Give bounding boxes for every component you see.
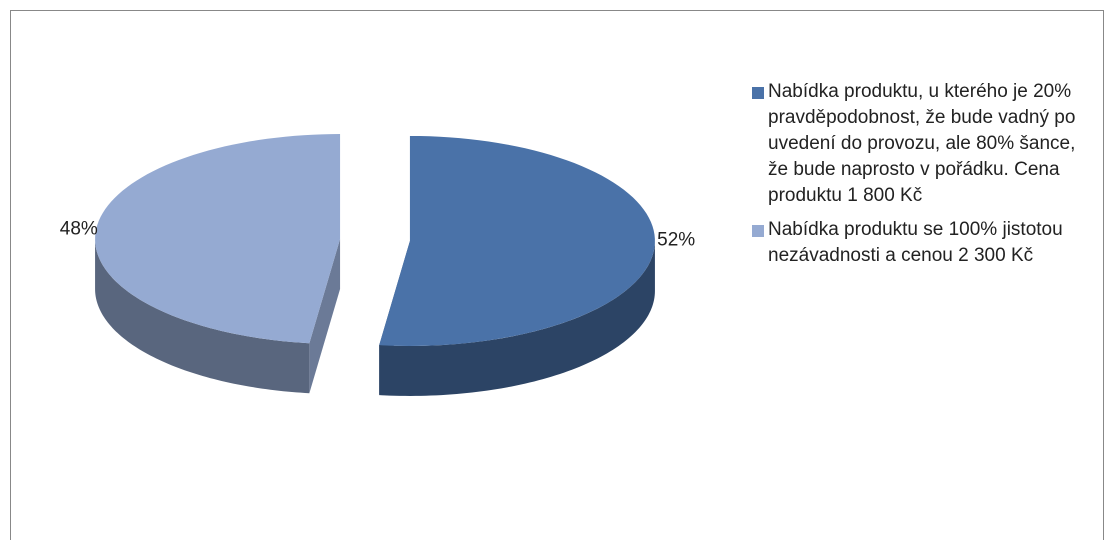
- chart-frame: [10, 10, 1104, 540]
- slice-side: [95, 239, 310, 394]
- slice-cut-face: [309, 239, 341, 394]
- legend-item: Nabídka produktu, u kterého je 20% pravd…: [752, 79, 1097, 209]
- legend-label: Nabídka produktu se 100% jistotou nezáva…: [768, 219, 1063, 266]
- slice: [95, 134, 341, 344]
- data-label: 52%: [657, 229, 695, 250]
- legend-swatch: [752, 225, 764, 237]
- legend-swatch: [752, 87, 764, 99]
- legend: Nabídka produktu, u kterého je 20% pravd…: [752, 79, 1097, 277]
- slice-side: [379, 240, 655, 396]
- slice: [379, 135, 655, 346]
- legend-label: Nabídka produktu, u kterého je 20% pravd…: [768, 81, 1076, 206]
- data-label: 48%: [60, 219, 98, 240]
- legend-item: Nabídka produktu se 100% jistotou nezáva…: [752, 217, 1097, 269]
